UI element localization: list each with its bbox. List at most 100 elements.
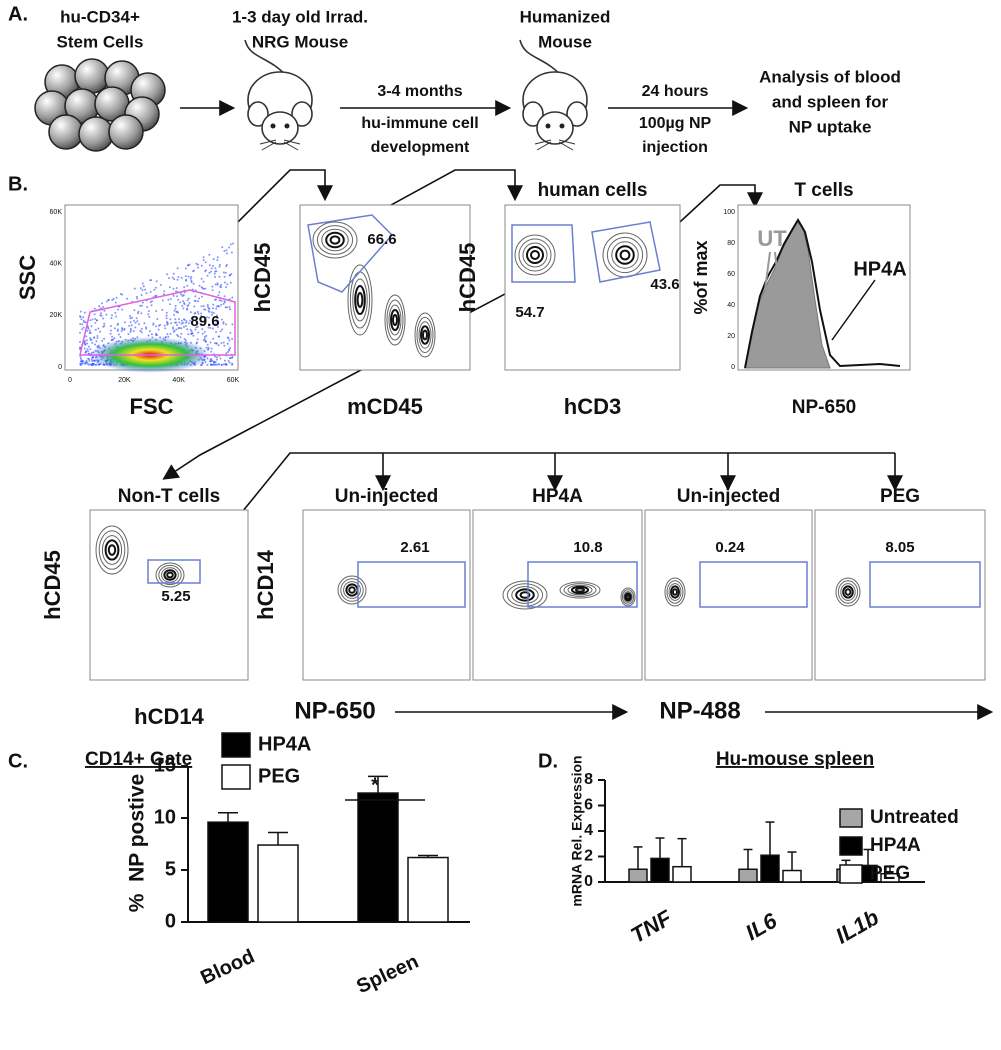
event-dot	[150, 333, 153, 336]
y-axis-label: hCD45	[250, 243, 275, 313]
event-dot	[102, 317, 105, 320]
y-tick-label: 5	[165, 858, 176, 880]
event-dot	[169, 318, 172, 321]
event-dot	[212, 264, 215, 267]
event-dot	[91, 318, 94, 321]
contour	[522, 242, 548, 268]
event-dot	[210, 270, 212, 273]
gate	[591, 221, 661, 283]
y-tick-label: 0	[58, 364, 62, 371]
event-dot	[95, 363, 98, 366]
event-dot	[172, 326, 175, 329]
event-dot	[80, 318, 83, 321]
event-dot	[114, 327, 116, 330]
event-dot	[79, 355, 82, 358]
event-dot	[202, 305, 205, 308]
mouse-head	[536, 111, 574, 145]
event-dot	[84, 321, 87, 324]
event-dot	[231, 296, 234, 299]
event-dot	[183, 286, 186, 289]
event-dot	[110, 339, 113, 342]
event-dot	[96, 335, 99, 337]
x-axis-label: hCD14	[134, 704, 204, 729]
event-dot	[141, 289, 144, 292]
event-dot	[89, 363, 92, 366]
event-dot	[83, 340, 86, 343]
event-dot	[79, 341, 81, 343]
x-tick-label: 60K	[227, 377, 240, 384]
event-dot	[205, 334, 208, 337]
y-axis-label: % NP postive	[126, 774, 149, 913]
event-dot	[98, 305, 101, 308]
legend-swatch	[839, 808, 863, 828]
contour	[95, 525, 129, 575]
event-dot	[224, 363, 227, 366]
event-dot	[175, 290, 177, 293]
event-dot	[117, 308, 120, 311]
event-dot	[222, 302, 225, 305]
contour	[511, 586, 539, 604]
event-dot	[83, 321, 86, 324]
y-tick-label: 0	[584, 873, 593, 890]
event-dot	[223, 250, 226, 253]
contour	[337, 575, 367, 605]
event-dot	[228, 274, 231, 277]
event-dot	[149, 290, 152, 293]
event-dot	[180, 327, 183, 330]
event-dot	[111, 298, 114, 301]
event-dot	[215, 298, 218, 301]
event-dot	[155, 334, 157, 337]
event-dot	[156, 318, 159, 320]
bar	[650, 857, 670, 883]
event-dot	[81, 323, 84, 326]
event-dot	[200, 264, 203, 267]
event-dot	[197, 266, 199, 269]
contour	[515, 588, 535, 602]
event-dot	[206, 343, 209, 346]
event-dot	[185, 320, 188, 323]
y-tick-label: 0	[731, 364, 735, 371]
bar	[257, 844, 299, 923]
event-dot	[84, 362, 87, 365]
event-dot	[165, 317, 168, 320]
contour	[163, 569, 177, 581]
event-dot	[176, 267, 179, 270]
event-dot	[186, 299, 189, 302]
event-dot	[86, 342, 89, 345]
y-tick-label: 8	[584, 771, 593, 788]
event-dot	[140, 304, 143, 307]
x-tick-label: 0	[68, 377, 72, 384]
event-dot	[176, 278, 179, 281]
event-dot	[211, 327, 214, 330]
event-dot	[89, 319, 92, 322]
event-dot	[115, 315, 118, 318]
event-dot	[215, 356, 218, 359]
bar	[760, 854, 780, 883]
plot-frame	[814, 509, 986, 681]
contour	[668, 583, 682, 601]
contour	[506, 583, 544, 607]
transition-text: development	[371, 139, 470, 156]
gate-value: 2.61	[400, 539, 429, 556]
event-dot	[228, 339, 231, 342]
event-dot	[121, 328, 124, 331]
event-dot	[128, 324, 131, 327]
event-dot	[231, 338, 234, 340]
step-text: Humanized	[520, 7, 611, 26]
event-dot	[127, 333, 130, 336]
event-dot	[91, 341, 94, 344]
event-dot	[181, 295, 184, 297]
contour	[348, 586, 356, 594]
legend-label: PEG	[258, 765, 300, 787]
event-dot	[139, 304, 142, 307]
event-dot	[209, 327, 212, 329]
event-dot	[172, 287, 175, 290]
event-dot	[185, 325, 187, 327]
legend-label: PEG	[870, 863, 910, 884]
legend-label: Untreated	[870, 807, 959, 828]
plot-frame	[302, 509, 471, 681]
event-dot	[150, 304, 153, 307]
event-dot	[123, 328, 126, 331]
event-dot	[220, 283, 223, 286]
event-dot	[135, 317, 138, 320]
